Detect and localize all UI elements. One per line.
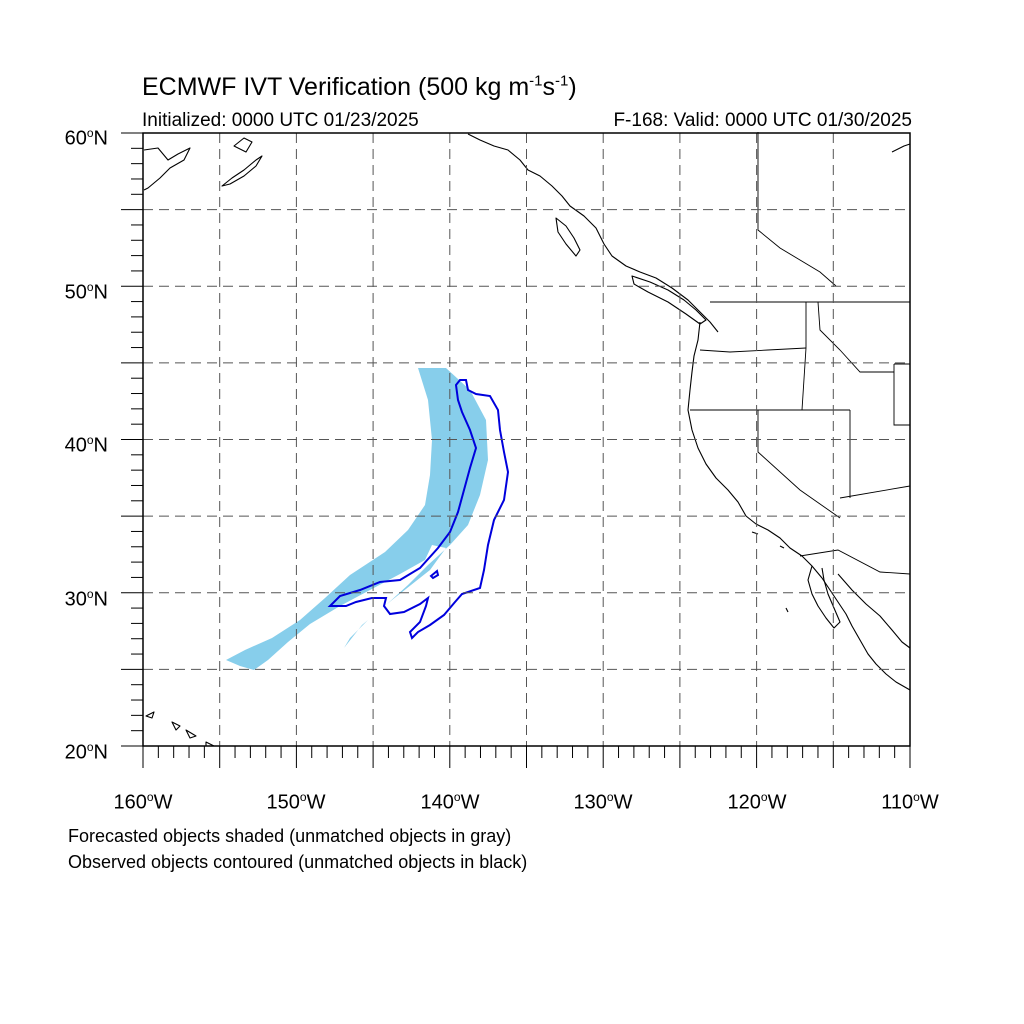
valid-time: F-168: Valid: 0000 UTC 01/30/2025 (613, 110, 912, 131)
lon-label-110: 110oW (881, 790, 939, 814)
initialized-time: Initialized: 0000 UTC 01/23/2025 (142, 110, 419, 131)
map-frame (142, 132, 911, 747)
lon-label-120: 120oW (727, 790, 787, 814)
lat-label-60: 60oN (64, 126, 108, 150)
lat-label-30: 30oN (64, 587, 108, 611)
footnote-observed: Observed objects contoured (unmatched ob… (68, 852, 528, 872)
lon-label-140: 140oW (420, 790, 480, 814)
lat-label-50: 50oN (64, 280, 108, 304)
graticule (143, 133, 910, 746)
observed-ivt-contour (327, 379, 510, 640)
observed-ivt-contour-small (429, 569, 440, 580)
forecast-ivt-object (226, 368, 488, 670)
lon-label-130: 130oW (573, 790, 633, 814)
political-borders (690, 132, 911, 575)
axis-ticks (121, 132, 911, 768)
footnote-forecast: Forecasted objects shaded (unmatched obj… (68, 826, 512, 846)
lat-label-20: 20oN (64, 740, 108, 764)
lon-label-150: 150oW (266, 790, 326, 814)
lon-label-160: 160oW (113, 790, 173, 814)
map-title: ECMWF IVT Verification (500 kg m-1s-1) (142, 72, 577, 101)
lat-label-40: 40oN (64, 433, 108, 457)
